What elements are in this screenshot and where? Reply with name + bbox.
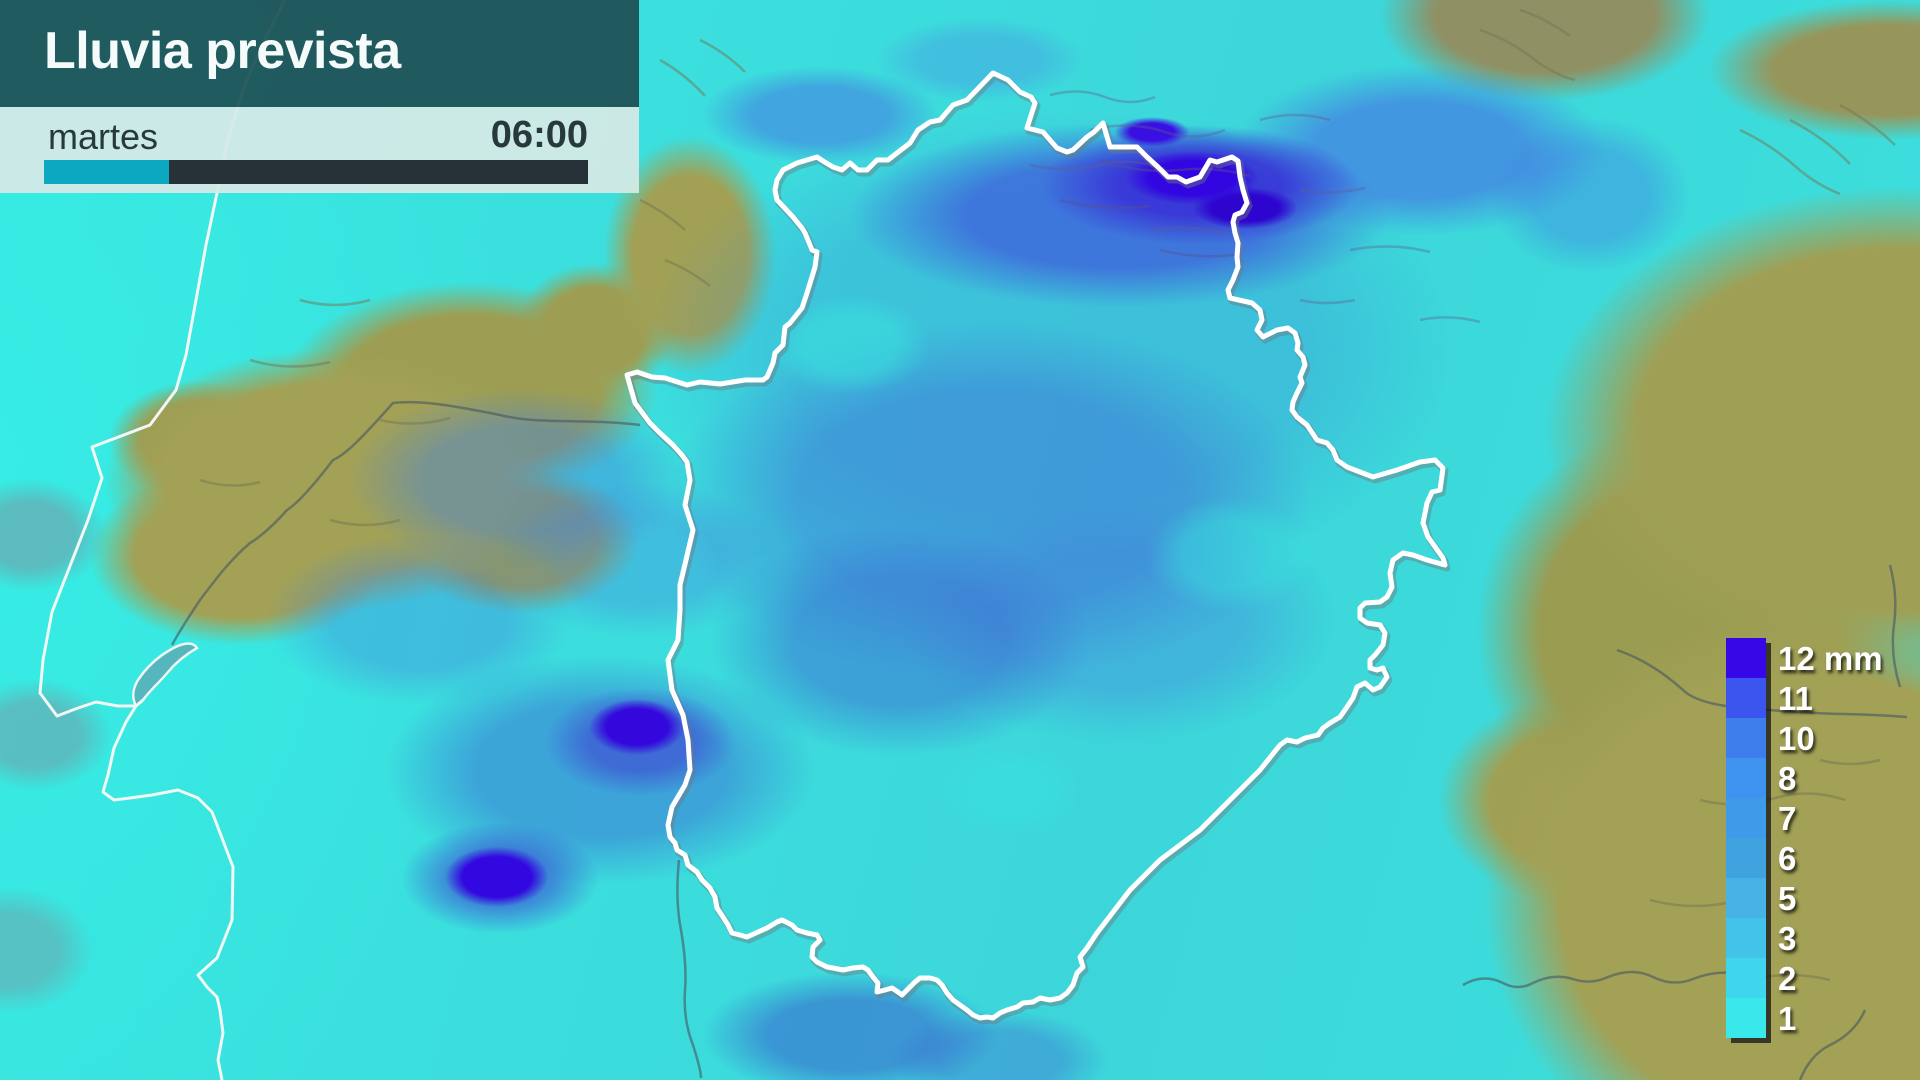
legend-value-label: 11 [1778,679,1813,717]
legend-segment [1726,678,1766,718]
terrain-ridges [199,8,1896,982]
progress-fill [44,160,170,184]
legend: 12 mm 11 10 8 7 6 5 3 2 1 [1726,638,1883,1038]
sub-band: martes 06:00 [0,107,639,193]
legend-segment [1726,958,1766,998]
legend-value-label: 8 [1778,759,1797,797]
mountain-ridges-ne [1029,90,1481,324]
legend-segment [1726,838,1766,878]
legend-value-label: 7 [1778,799,1797,837]
legend-value-label: 6 [1778,839,1797,877]
legend-value-label: 10 [1778,719,1815,757]
time-label: 06:00 [490,114,588,156]
legend-segment [1726,638,1766,678]
legend-segment [1726,918,1766,958]
legend-value-label: 1 [1778,999,1797,1037]
region-border-extremadura [624,70,1451,1025]
river-lines [170,400,1908,1080]
legend-segment [1726,798,1766,838]
legend-segment [1726,878,1766,918]
estuary-water [132,642,199,708]
legend-segment [1726,718,1766,758]
legend-segment [1726,758,1766,798]
legend-value-label: 2 [1778,959,1797,997]
legend-scale [1726,638,1766,1038]
legend-value-label: 12 mm [1778,639,1883,677]
page-title: Lluvia prevista [44,21,401,80]
header-overlay: Lluvia prevista martes 06:00 [0,0,639,193]
title-band: Lluvia prevista [0,0,639,107]
legend-labels: 12 mm 11 10 8 7 6 5 3 2 1 [1778,638,1883,1038]
timeline-track[interactable] [44,160,588,184]
legend-segment [1726,998,1766,1038]
day-label: martes [48,116,159,157]
legend-value-label: 3 [1778,919,1797,957]
legend-value-label: 5 [1778,879,1797,917]
